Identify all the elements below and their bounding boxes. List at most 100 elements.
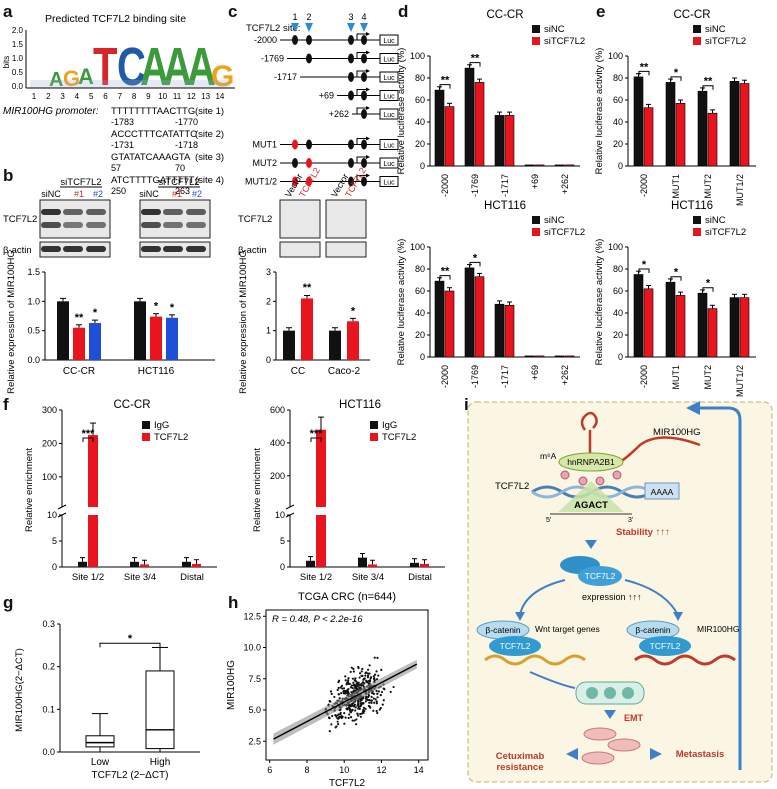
- d-top-sig-1-sig: **: [471, 53, 480, 65]
- i-m6a-dot-3: [595, 476, 605, 486]
- b-sig-0: **: [75, 312, 84, 324]
- f-right-legend-swatch-0: [370, 421, 378, 429]
- f-right-legend-label-0: IgG: [382, 420, 397, 431]
- h-point: [366, 672, 370, 675]
- f-left-ytick-2: 100: [42, 472, 57, 482]
- a-pos-3: 3: [60, 92, 65, 101]
- h-point: [328, 730, 331, 733]
- c-site-marker-6-4: [361, 158, 367, 168]
- d-bot-legend-label-1: siTCF7L2: [544, 227, 585, 238]
- c-site-marker-1-2: [306, 53, 312, 64]
- h-point: [375, 709, 378, 713]
- b-band-tcf-a-1: [63, 209, 83, 215]
- h-point: [346, 681, 350, 684]
- c-construct-label-0: -2000: [254, 35, 277, 45]
- h-xtick-3: 12: [376, 765, 386, 775]
- b-right-blot-label-tcf: TCF7L2: [238, 214, 272, 225]
- h-point: [382, 699, 385, 702]
- h-point: [352, 667, 355, 670]
- a-title: Predicted TCF7L2 binding site: [45, 13, 186, 25]
- i-bcat-left-label: β-catenin: [485, 625, 520, 635]
- c-luc-label-6: Luc: [383, 161, 395, 168]
- c-tss-head-2: [366, 69, 370, 73]
- h-point: [347, 677, 350, 680]
- h-point: [361, 667, 364, 671]
- d-top-ytick-1: 80: [415, 73, 425, 83]
- h-point: [377, 690, 381, 693]
- f-left-bar-0-1: [130, 561, 139, 567]
- c-luc-box-6: [379, 157, 399, 169]
- g-box-1: [145, 670, 175, 750]
- g-ytick-3: 0.0: [42, 747, 55, 757]
- h-point: [358, 686, 361, 690]
- h-point: [375, 700, 378, 703]
- g-box-0: [85, 735, 115, 748]
- e-top-legend-swatch-1: [693, 37, 701, 45]
- b-bar-1: [73, 327, 85, 360]
- h-point: [351, 686, 354, 690]
- e-top-bar-0-3: [729, 81, 740, 167]
- i-three-prime: 3': [628, 517, 633, 524]
- h-point: [348, 713, 351, 716]
- c-arrow-4: [360, 23, 368, 32]
- f-left-sig-bracket: [82, 437, 94, 442]
- e-bot-bar-0-3: [729, 297, 740, 358]
- d-bot-sig-0-bracket: [439, 275, 451, 280]
- c-construct-label-4: +262: [329, 109, 349, 119]
- d-bot-bar-1-4: [564, 355, 575, 358]
- h-point: [360, 702, 363, 705]
- b-xcat-0: CC-CR: [63, 366, 95, 377]
- c-site-marker-4-4: [361, 109, 367, 119]
- h-point: [356, 712, 359, 715]
- h-point: [338, 715, 341, 719]
- c-tss-arrow-0: [356, 33, 366, 40]
- d-bot-xcat-4: +262: [560, 365, 570, 385]
- c-construct-label-1: -1769: [261, 54, 284, 64]
- d-bot-bar-1-0: [444, 290, 455, 358]
- h-point: [375, 689, 378, 693]
- g-ytick-2: 0.1: [42, 704, 55, 714]
- a-pos-11: 11: [173, 92, 182, 101]
- i-cell-1: [586, 687, 598, 699]
- h-xtick-1: 8: [304, 765, 309, 775]
- c-site-marker-7-2: [306, 176, 312, 187]
- a-pos-13: 13: [201, 92, 210, 101]
- h-point: [376, 656, 379, 659]
- h-point: [355, 688, 358, 691]
- h-point: [383, 688, 386, 691]
- b-band-tcf-b-1: [63, 222, 83, 228]
- h-point: [358, 707, 361, 710]
- c-site-num-1: 1: [292, 12, 297, 22]
- d-bot-xcat-2: -1717: [500, 365, 510, 388]
- b-right-bar-1: [301, 298, 313, 360]
- i-tcf-left: [489, 636, 541, 656]
- e-top-ytick-4: 20: [613, 139, 623, 149]
- b-right-ylabel: Relative expression of MIR100HG: [238, 250, 249, 394]
- h-point: [378, 708, 381, 711]
- f-right-bar-1-1: [368, 564, 377, 567]
- b-lane-5: #2: [192, 189, 202, 199]
- f-right-break-1: [285, 504, 295, 510]
- i-arrow-metastasis: [650, 748, 662, 760]
- i-mes-cell-2: [607, 738, 641, 752]
- i-m6a-dot-4: [612, 470, 622, 480]
- h-point: [353, 719, 356, 722]
- h-point: [331, 714, 334, 718]
- f-right-chart: HCT116 600 400 200 10 5 0 Relative enrichment Si…: [252, 399, 445, 583]
- c-site-marker-2-3: [348, 72, 354, 82]
- d-top-legend-label-0: siNC: [544, 24, 565, 35]
- f-right-bar-lower-1-0: [316, 515, 326, 567]
- e-bot-legend-swatch-0: [693, 216, 701, 224]
- e-top-sig-2-bracket: [702, 85, 714, 90]
- a-site3-tag: (site 3): [195, 152, 224, 163]
- d-bot-bar-1-1: [474, 276, 485, 358]
- h-point: [358, 672, 362, 675]
- a-site1-end: -1770: [175, 117, 198, 127]
- h-point: [369, 706, 372, 709]
- c-tss-arrow-7: [356, 175, 366, 182]
- f-left-bar-0-0: [78, 561, 87, 567]
- d-bot-bar-0-4: [554, 355, 565, 358]
- h-point: [333, 695, 336, 699]
- d-top-xcat-0: -2000: [440, 174, 450, 197]
